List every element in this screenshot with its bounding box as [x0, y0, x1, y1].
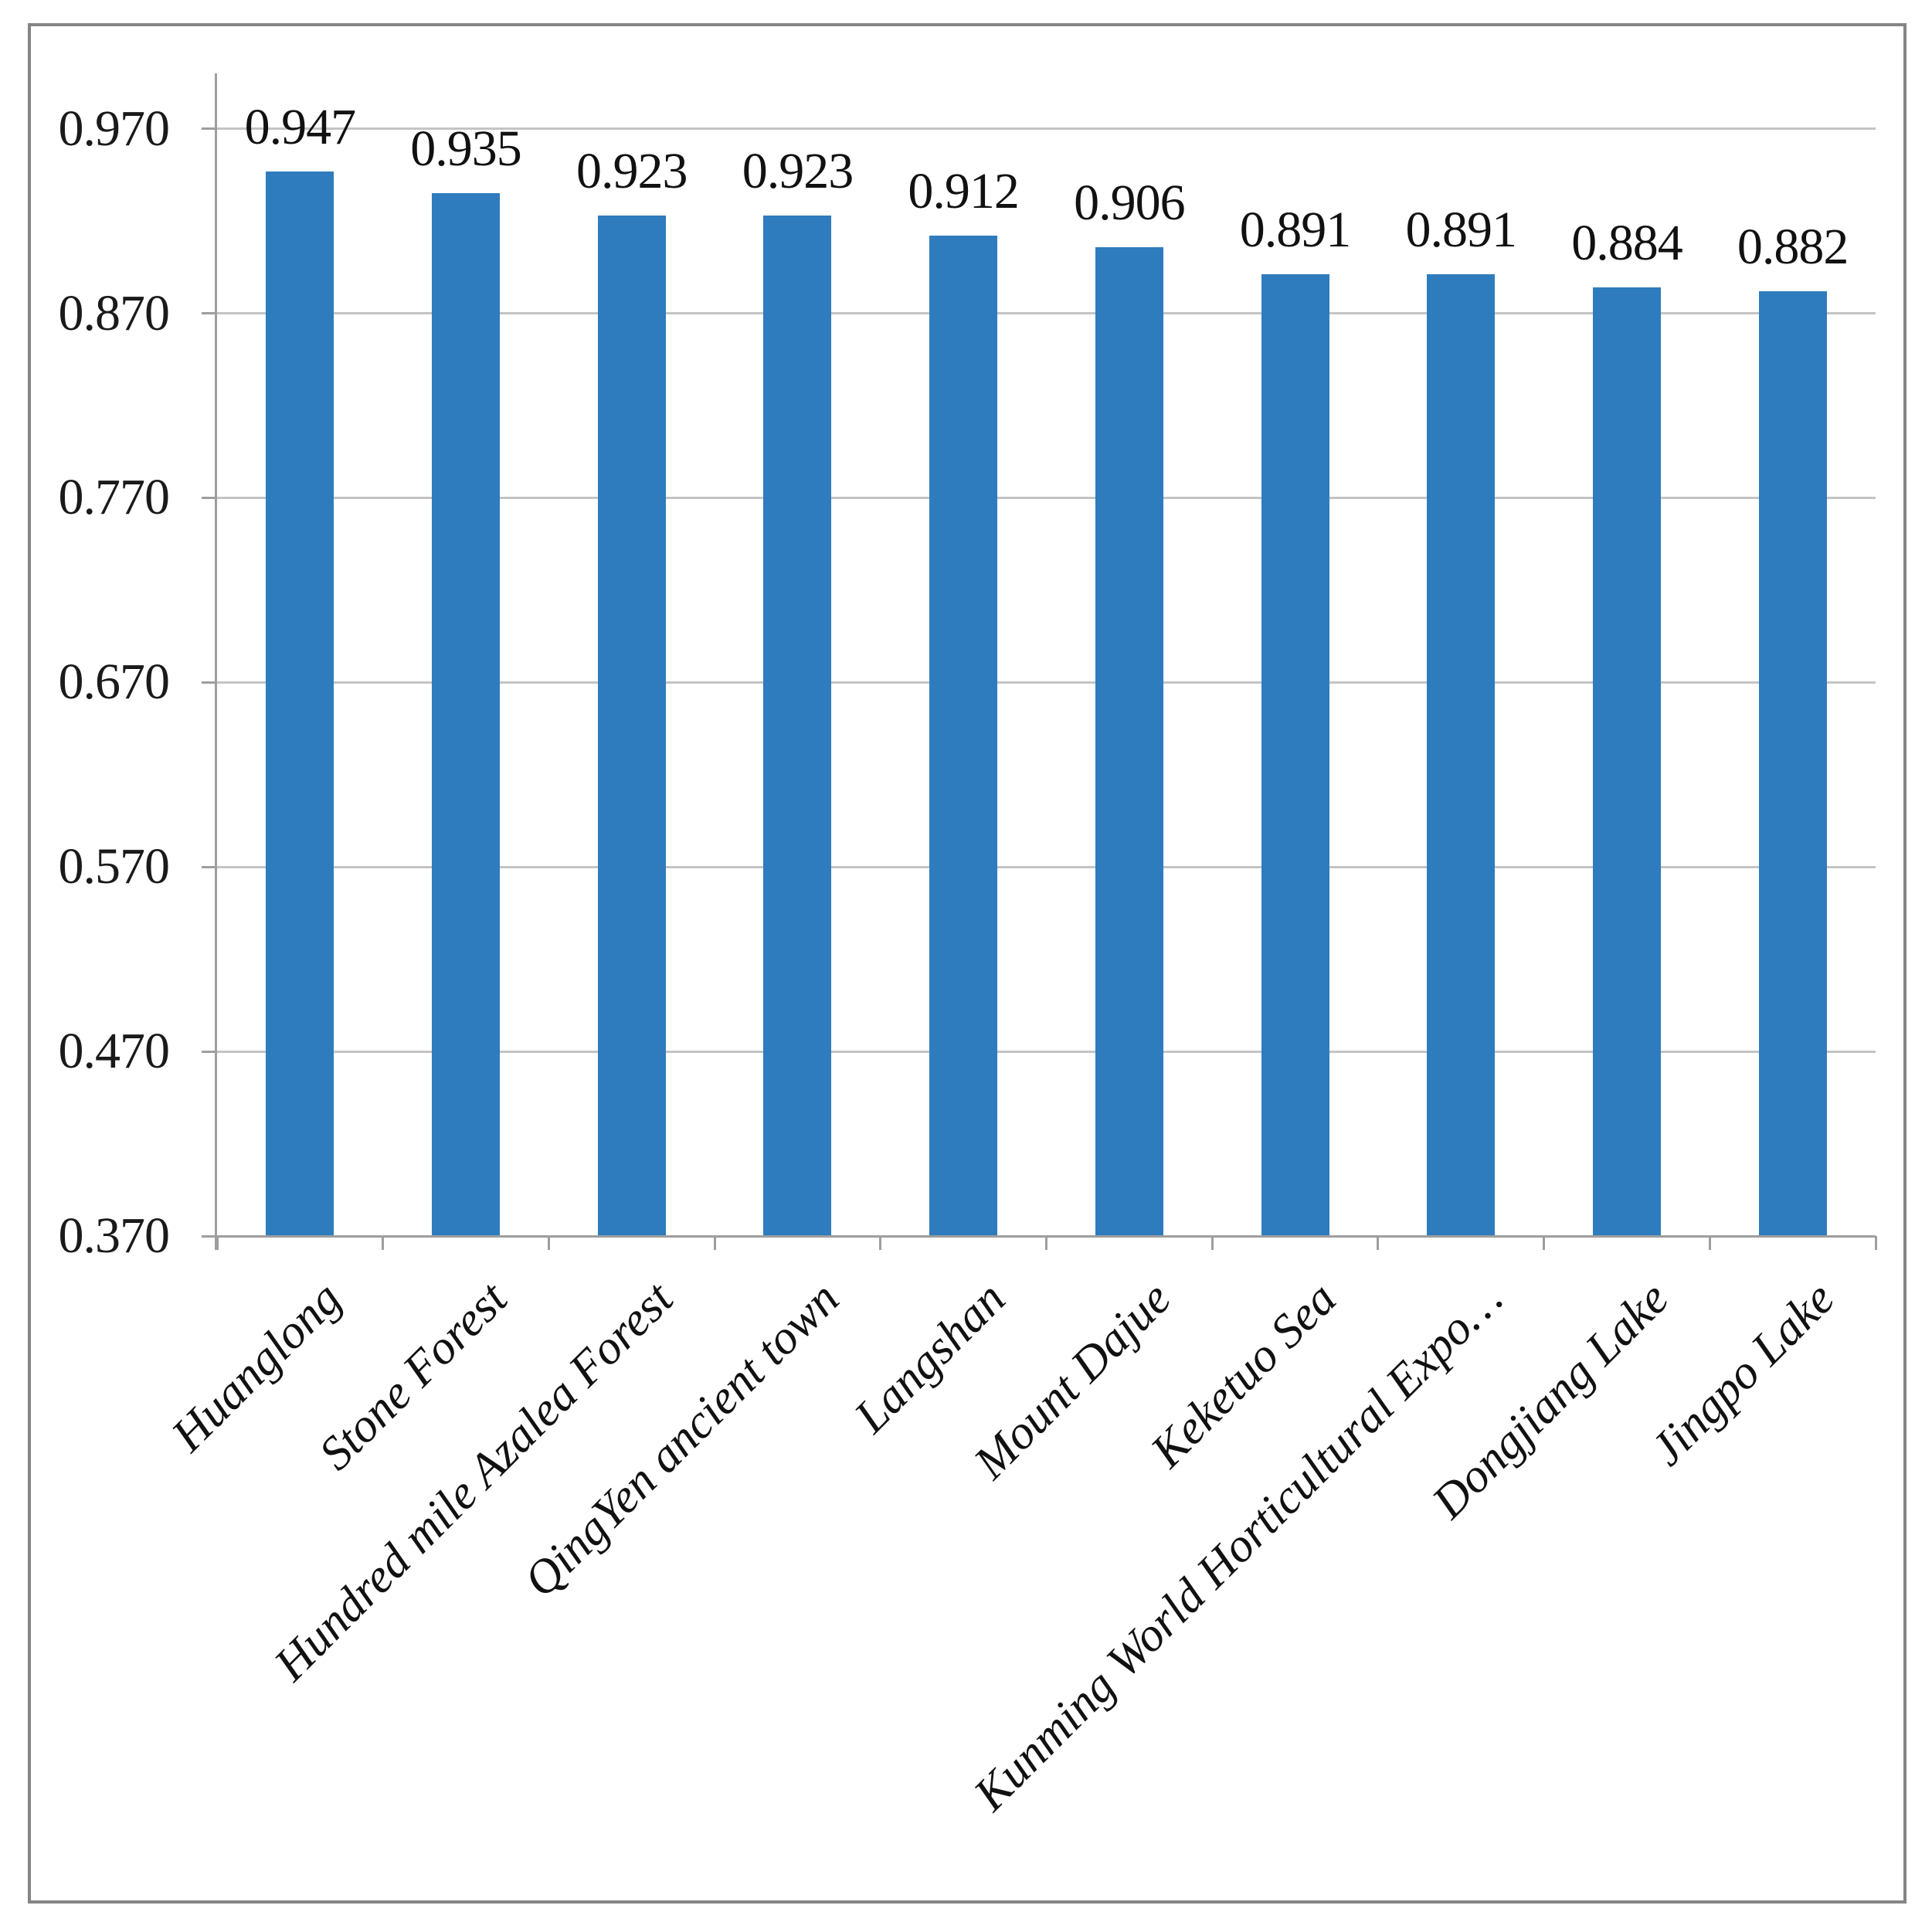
x-axis-tick	[1210, 1236, 1214, 1250]
gridline	[217, 865, 1876, 868]
y-axis-tick	[202, 496, 217, 499]
gridline	[217, 681, 1876, 684]
bar-1	[266, 171, 334, 1236]
y-axis-line	[215, 73, 217, 1250]
chart-outer-frame	[28, 23, 1907, 1904]
gridline	[217, 312, 1876, 315]
bar-value-label: 0.891	[1405, 202, 1518, 259]
x-axis-tick	[1874, 1236, 1877, 1250]
bar-value-label: 0.923	[576, 142, 688, 199]
bar-7	[1261, 274, 1329, 1236]
bar-value-label: 0.912	[908, 163, 1020, 220]
x-axis-line	[217, 1234, 1876, 1238]
bar-9	[1592, 287, 1661, 1236]
y-axis-tick-label: 0.670	[58, 654, 171, 711]
x-axis-tick	[216, 1236, 219, 1250]
x-axis-category-label: Langshan	[844, 1272, 1015, 1443]
y-axis-tick-label: 0.870	[58, 284, 171, 341]
bar-value-label: 0.884	[1571, 215, 1683, 272]
bar-2	[432, 193, 501, 1236]
x-axis-tick	[879, 1236, 882, 1250]
bar-10	[1758, 290, 1827, 1236]
bar-8	[1427, 274, 1496, 1236]
y-axis-tick	[202, 681, 217, 684]
bar-6	[1095, 246, 1163, 1236]
y-axis-tick-label: 0.970	[58, 100, 171, 157]
y-axis-tick	[202, 312, 217, 315]
x-axis-tick	[1377, 1236, 1380, 1250]
bar-5	[929, 236, 998, 1236]
gridline	[217, 496, 1876, 499]
gridline	[217, 1050, 1876, 1053]
y-axis-tick-label: 0.470	[58, 1023, 171, 1080]
bar-value-label: 0.947	[244, 98, 357, 155]
x-axis-tick	[1543, 1236, 1546, 1250]
x-axis-tick	[1045, 1236, 1047, 1250]
bar-4	[763, 215, 832, 1236]
x-axis-tick	[382, 1236, 385, 1250]
y-axis-tick	[202, 127, 217, 131]
y-axis-tick	[202, 1234, 217, 1238]
bar-value-label: 0.906	[1074, 174, 1186, 231]
bar-value-label: 0.923	[742, 142, 854, 199]
gridline	[217, 127, 1876, 131]
bar-value-label: 0.882	[1737, 218, 1849, 275]
y-axis-tick	[202, 865, 217, 868]
y-axis-tick-label: 0.770	[58, 469, 171, 526]
x-axis-tick	[713, 1236, 716, 1250]
x-axis-tick	[547, 1236, 550, 1250]
bar-3	[597, 215, 666, 1236]
x-axis-category-label: QingYen ancient town	[514, 1272, 850, 1608]
x-axis-tick	[1708, 1236, 1711, 1250]
bar-value-label: 0.935	[410, 121, 522, 178]
y-axis-tick-label: 0.370	[58, 1207, 171, 1264]
y-axis-tick	[202, 1050, 217, 1053]
y-axis-tick-label: 0.570	[58, 838, 171, 895]
bar-value-label: 0.891	[1239, 202, 1352, 259]
